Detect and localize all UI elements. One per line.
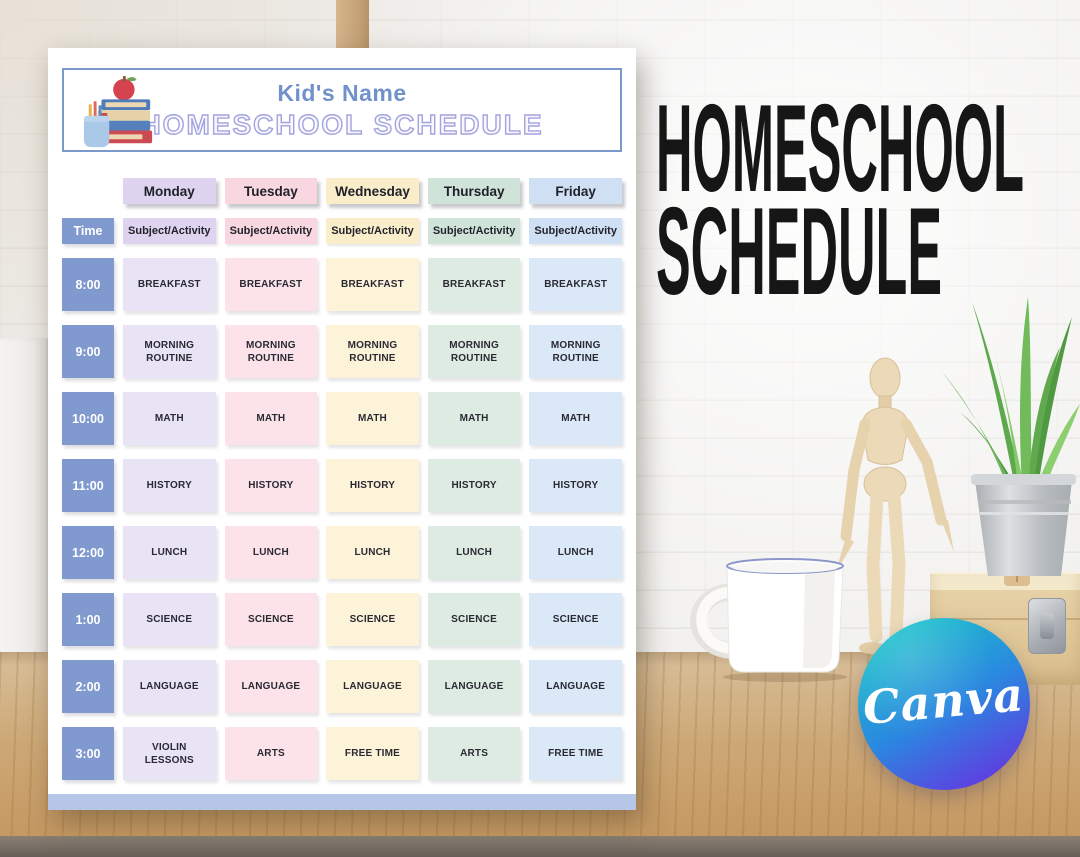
- schedule-cell: LUNCH: [529, 526, 622, 579]
- homeschool-schedule-page: Kid's Name HOMESCHOOL SCHEDULE Monday Tu…: [48, 48, 636, 810]
- time-column-header: Time: [62, 218, 114, 244]
- schedule-cell: BREAKFAST: [529, 258, 622, 311]
- schedule-cell: BREAKFAST: [427, 258, 521, 311]
- schedule-cell: LANGUAGE: [529, 660, 622, 713]
- schedule-cell: SCIENCE: [326, 593, 419, 646]
- schedule-cell: MATH: [529, 392, 622, 445]
- wooden-mannequin-figure: [836, 357, 954, 654]
- schedule-cell: HISTORY: [326, 459, 419, 512]
- schedule-cell: FREE TIME: [326, 727, 419, 780]
- day-header-friday: Friday: [529, 178, 622, 204]
- schedule-cell: LANGUAGE: [427, 660, 521, 713]
- schedule-cell: HISTORY: [529, 459, 622, 512]
- schedule-cell: MORNING ROUTINE: [427, 325, 521, 378]
- desk-front-edge: [0, 836, 1080, 857]
- white-mug: [690, 558, 847, 682]
- books-apple-icon: [83, 75, 153, 148]
- overlay-title-line2: SCHEDULE: [656, 183, 942, 312]
- time-cell: 10:00: [62, 392, 114, 445]
- mannequin-hand: [941, 520, 954, 552]
- schedule-cell: VIOLIN LESSONS: [123, 727, 216, 780]
- wooden-box-plank-line: [930, 618, 1080, 620]
- schedule-cell: LUNCH: [123, 526, 216, 579]
- schedule-cell: MATH: [427, 392, 521, 445]
- overlay-title-line1: HOMESCHOOL: [656, 80, 1024, 218]
- metal-latch: [1028, 598, 1066, 654]
- schedule-cell: SCIENCE: [427, 593, 521, 646]
- time-cell: 1:00: [62, 593, 114, 646]
- schedule-grid: Monday Tuesday Wednesday Thursday Friday…: [62, 178, 622, 780]
- subject-header-thursday: Subject/Activity: [427, 218, 521, 244]
- schedule-cell: SCIENCE: [529, 593, 622, 646]
- schedule-outline-title: HOMESCHOOL SCHEDULE: [140, 108, 544, 140]
- schedule-cell: SCIENCE: [123, 593, 216, 646]
- schedule-cell: BREAKFAST: [224, 258, 318, 311]
- schedule-title-box: Kid's Name HOMESCHOOL SCHEDULE: [62, 68, 622, 152]
- time-cell: 9:00: [62, 325, 114, 378]
- time-cell: 8:00: [62, 258, 114, 311]
- time-cell: 12:00: [62, 526, 114, 579]
- galvanized-bucket: [971, 474, 1076, 576]
- schedule-cell: LUNCH: [427, 526, 521, 579]
- schedule-cell: LUNCH: [326, 526, 419, 579]
- schedule-cell: MORNING ROUTINE: [529, 325, 622, 378]
- potted-grass-plant: [942, 297, 1080, 576]
- schedule-cell: LANGUAGE: [224, 660, 318, 713]
- schedule-cell: MATH: [123, 392, 216, 445]
- time-cell: 3:00: [62, 727, 114, 780]
- schedule-cell: BREAKFAST: [326, 258, 419, 311]
- schedule-cell: ARTS: [427, 727, 521, 780]
- schedule-cell: HISTORY: [123, 459, 216, 512]
- schedule-cell: MORNING ROUTINE: [123, 325, 216, 378]
- schedule-cell: MORNING ROUTINE: [326, 325, 419, 378]
- schedule-cell: LUNCH: [224, 526, 318, 579]
- grid-spacer: [62, 178, 114, 204]
- schedule-cell: MATH: [326, 392, 419, 445]
- schedule-cell: LANGUAGE: [326, 660, 419, 713]
- page-footer-band: [48, 794, 636, 810]
- canva-logo-text: Canva: [860, 667, 1027, 735]
- schedule-cell: MORNING ROUTINE: [224, 325, 318, 378]
- schedule-cell: HISTORY: [427, 459, 521, 512]
- day-header-thursday: Thursday: [427, 178, 521, 204]
- schedule-cell: HISTORY: [224, 459, 318, 512]
- time-cell: 11:00: [62, 459, 114, 512]
- subject-header-monday: Subject/Activity: [123, 218, 216, 244]
- subject-header-wednesday: Subject/Activity: [326, 218, 419, 244]
- schedule-cell: SCIENCE: [224, 593, 318, 646]
- schedule-cell: ARTS: [224, 727, 318, 780]
- day-header-monday: Monday: [123, 178, 216, 204]
- schedule-cell: LANGUAGE: [123, 660, 216, 713]
- plant-leaves: [942, 297, 1080, 490]
- day-header-wednesday: Wednesday: [326, 178, 419, 204]
- schedule-cell: MATH: [224, 392, 318, 445]
- kid-name-text: Kid's Name: [277, 79, 407, 106]
- schedule-cell: FREE TIME: [529, 727, 622, 780]
- day-header-tuesday: Tuesday: [224, 178, 318, 204]
- canva-logo: Canva: [858, 618, 1030, 790]
- leaning-white-canvas: [0, 338, 48, 690]
- overlay-title: HOMESCHOOL SCHEDULE: [656, 80, 1024, 312]
- time-cell: 2:00: [62, 660, 114, 713]
- subject-header-friday: Subject/Activity: [529, 218, 622, 244]
- subject-header-tuesday: Subject/Activity: [224, 218, 318, 244]
- wood-frame-edge: [336, 0, 369, 54]
- schedule-cell: BREAKFAST: [123, 258, 216, 311]
